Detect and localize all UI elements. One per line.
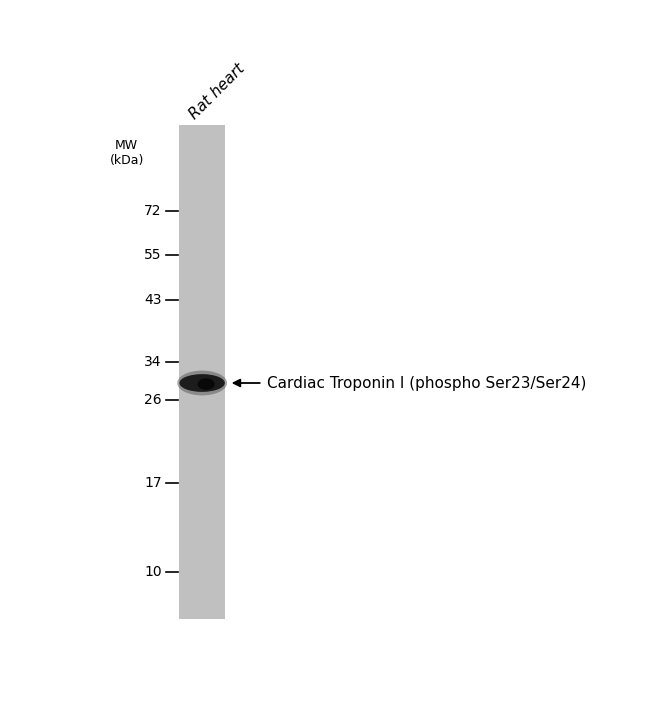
Text: 17: 17 (144, 476, 162, 490)
Text: 72: 72 (144, 204, 162, 218)
Text: 55: 55 (144, 248, 162, 263)
Text: Rat heart: Rat heart (187, 61, 248, 122)
Ellipse shape (198, 378, 214, 390)
Text: MW
(kDa): MW (kDa) (109, 139, 144, 167)
Text: 26: 26 (144, 392, 162, 407)
Ellipse shape (177, 371, 227, 395)
Bar (179, 125, 225, 618)
Text: 10: 10 (144, 564, 162, 578)
Text: Cardiac Troponin I (phospho Ser23/Ser24): Cardiac Troponin I (phospho Ser23/Ser24) (266, 376, 586, 390)
Text: 43: 43 (144, 293, 162, 307)
Ellipse shape (179, 374, 225, 392)
Text: 34: 34 (144, 355, 162, 369)
